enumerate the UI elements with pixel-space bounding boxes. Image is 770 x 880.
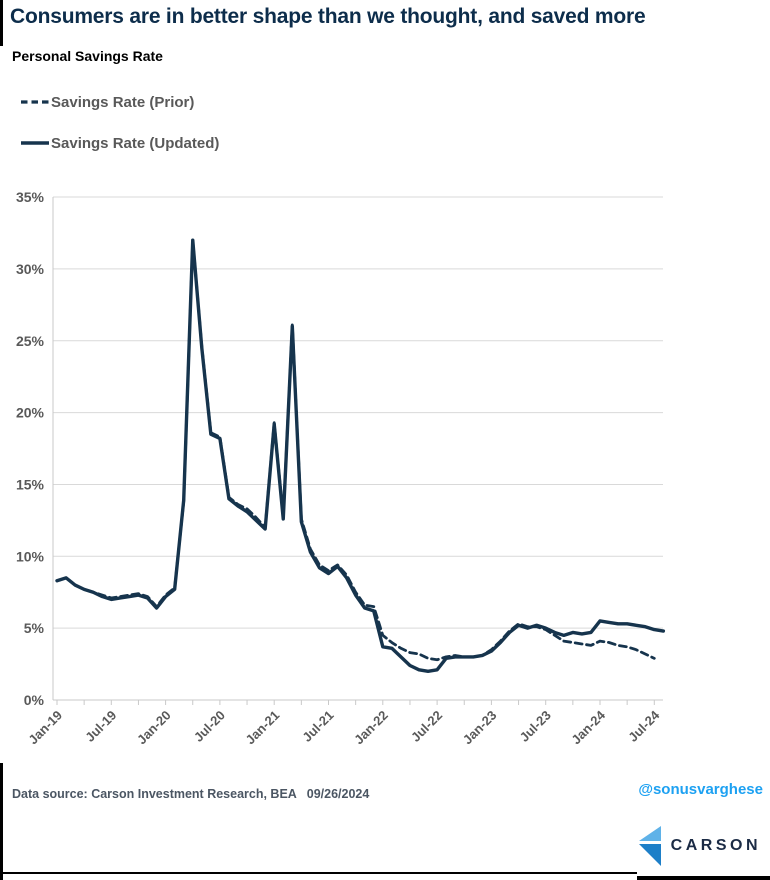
- y-axis-label: 10%: [16, 548, 45, 564]
- y-axis-label: 35%: [16, 189, 45, 205]
- x-axis-label: Jan-22: [351, 708, 391, 748]
- y-axis-label: 0%: [24, 692, 45, 708]
- x-axis-label: Jul-19: [82, 708, 119, 745]
- legend-label-prior: Savings Rate (Prior): [51, 93, 195, 111]
- x-axis-label: Jan-21: [243, 708, 283, 748]
- y-axis-label: 25%: [16, 333, 45, 349]
- series-updated-line: [55, 238, 666, 673]
- border-artifact-bottom-left: [0, 872, 637, 874]
- savings-rate-chart-svg: 0% 5% 10% 15% 20% 25% 30% 35% Jan-19 Jul-19 Jan-20…: [16, 189, 666, 748]
- legend-item-updated: Savings Rate (Updated): [20, 133, 219, 153]
- x-axis-label: Jan-24: [568, 707, 608, 747]
- dashed-line-swatch-icon: [21, 100, 49, 104]
- carson-logo: CARSON: [635, 826, 761, 866]
- x-axis-label: Jul-22: [408, 708, 445, 745]
- x-axis-label: Jan-23: [460, 708, 500, 748]
- legend-item-prior: Savings Rate (Prior): [20, 92, 219, 112]
- x-axis-label: Jan-20: [134, 708, 174, 748]
- x-axis-label: Jul-24: [625, 707, 663, 745]
- y-axis-label: 20%: [16, 405, 45, 421]
- legend: Savings Rate (Prior) Savings Rate (Updat…: [20, 92, 219, 174]
- y-axis-label: 5%: [24, 620, 45, 636]
- solid-line-swatch-icon: [21, 141, 49, 145]
- twitter-handle-link[interactable]: @sonusvarghese: [638, 781, 763, 798]
- y-axis-label: 30%: [16, 261, 45, 277]
- x-axis-label: Jan-19: [25, 708, 65, 748]
- border-artifact-left-top: [0, 0, 3, 46]
- carson-arrow-icon: [638, 826, 661, 866]
- legend-label-updated: Savings Rate (Updated): [51, 134, 220, 152]
- carson-logo-text: CARSON: [670, 837, 761, 854]
- border-artifact-bottom-right: [637, 876, 770, 880]
- page-title: Consumers are in better shape than we th…: [10, 5, 646, 28]
- chart-subtitle: Personal Savings Rate: [12, 48, 163, 64]
- border-artifact-left-bottom: [0, 763, 3, 880]
- data-source-note: Data source: Carson Investment Research,…: [12, 787, 370, 801]
- x-axis-label: Jul-23: [517, 708, 554, 745]
- x-axis-label: Jul-20: [191, 708, 228, 745]
- x-axis-label: Jul-21: [299, 708, 336, 745]
- y-axis-label: 15%: [16, 476, 45, 492]
- savings-rate-chart: 0% 5% 10% 15% 20% 25% 30% 35% Jan-19 Jul-19 Jan-20…: [0, 168, 770, 780]
